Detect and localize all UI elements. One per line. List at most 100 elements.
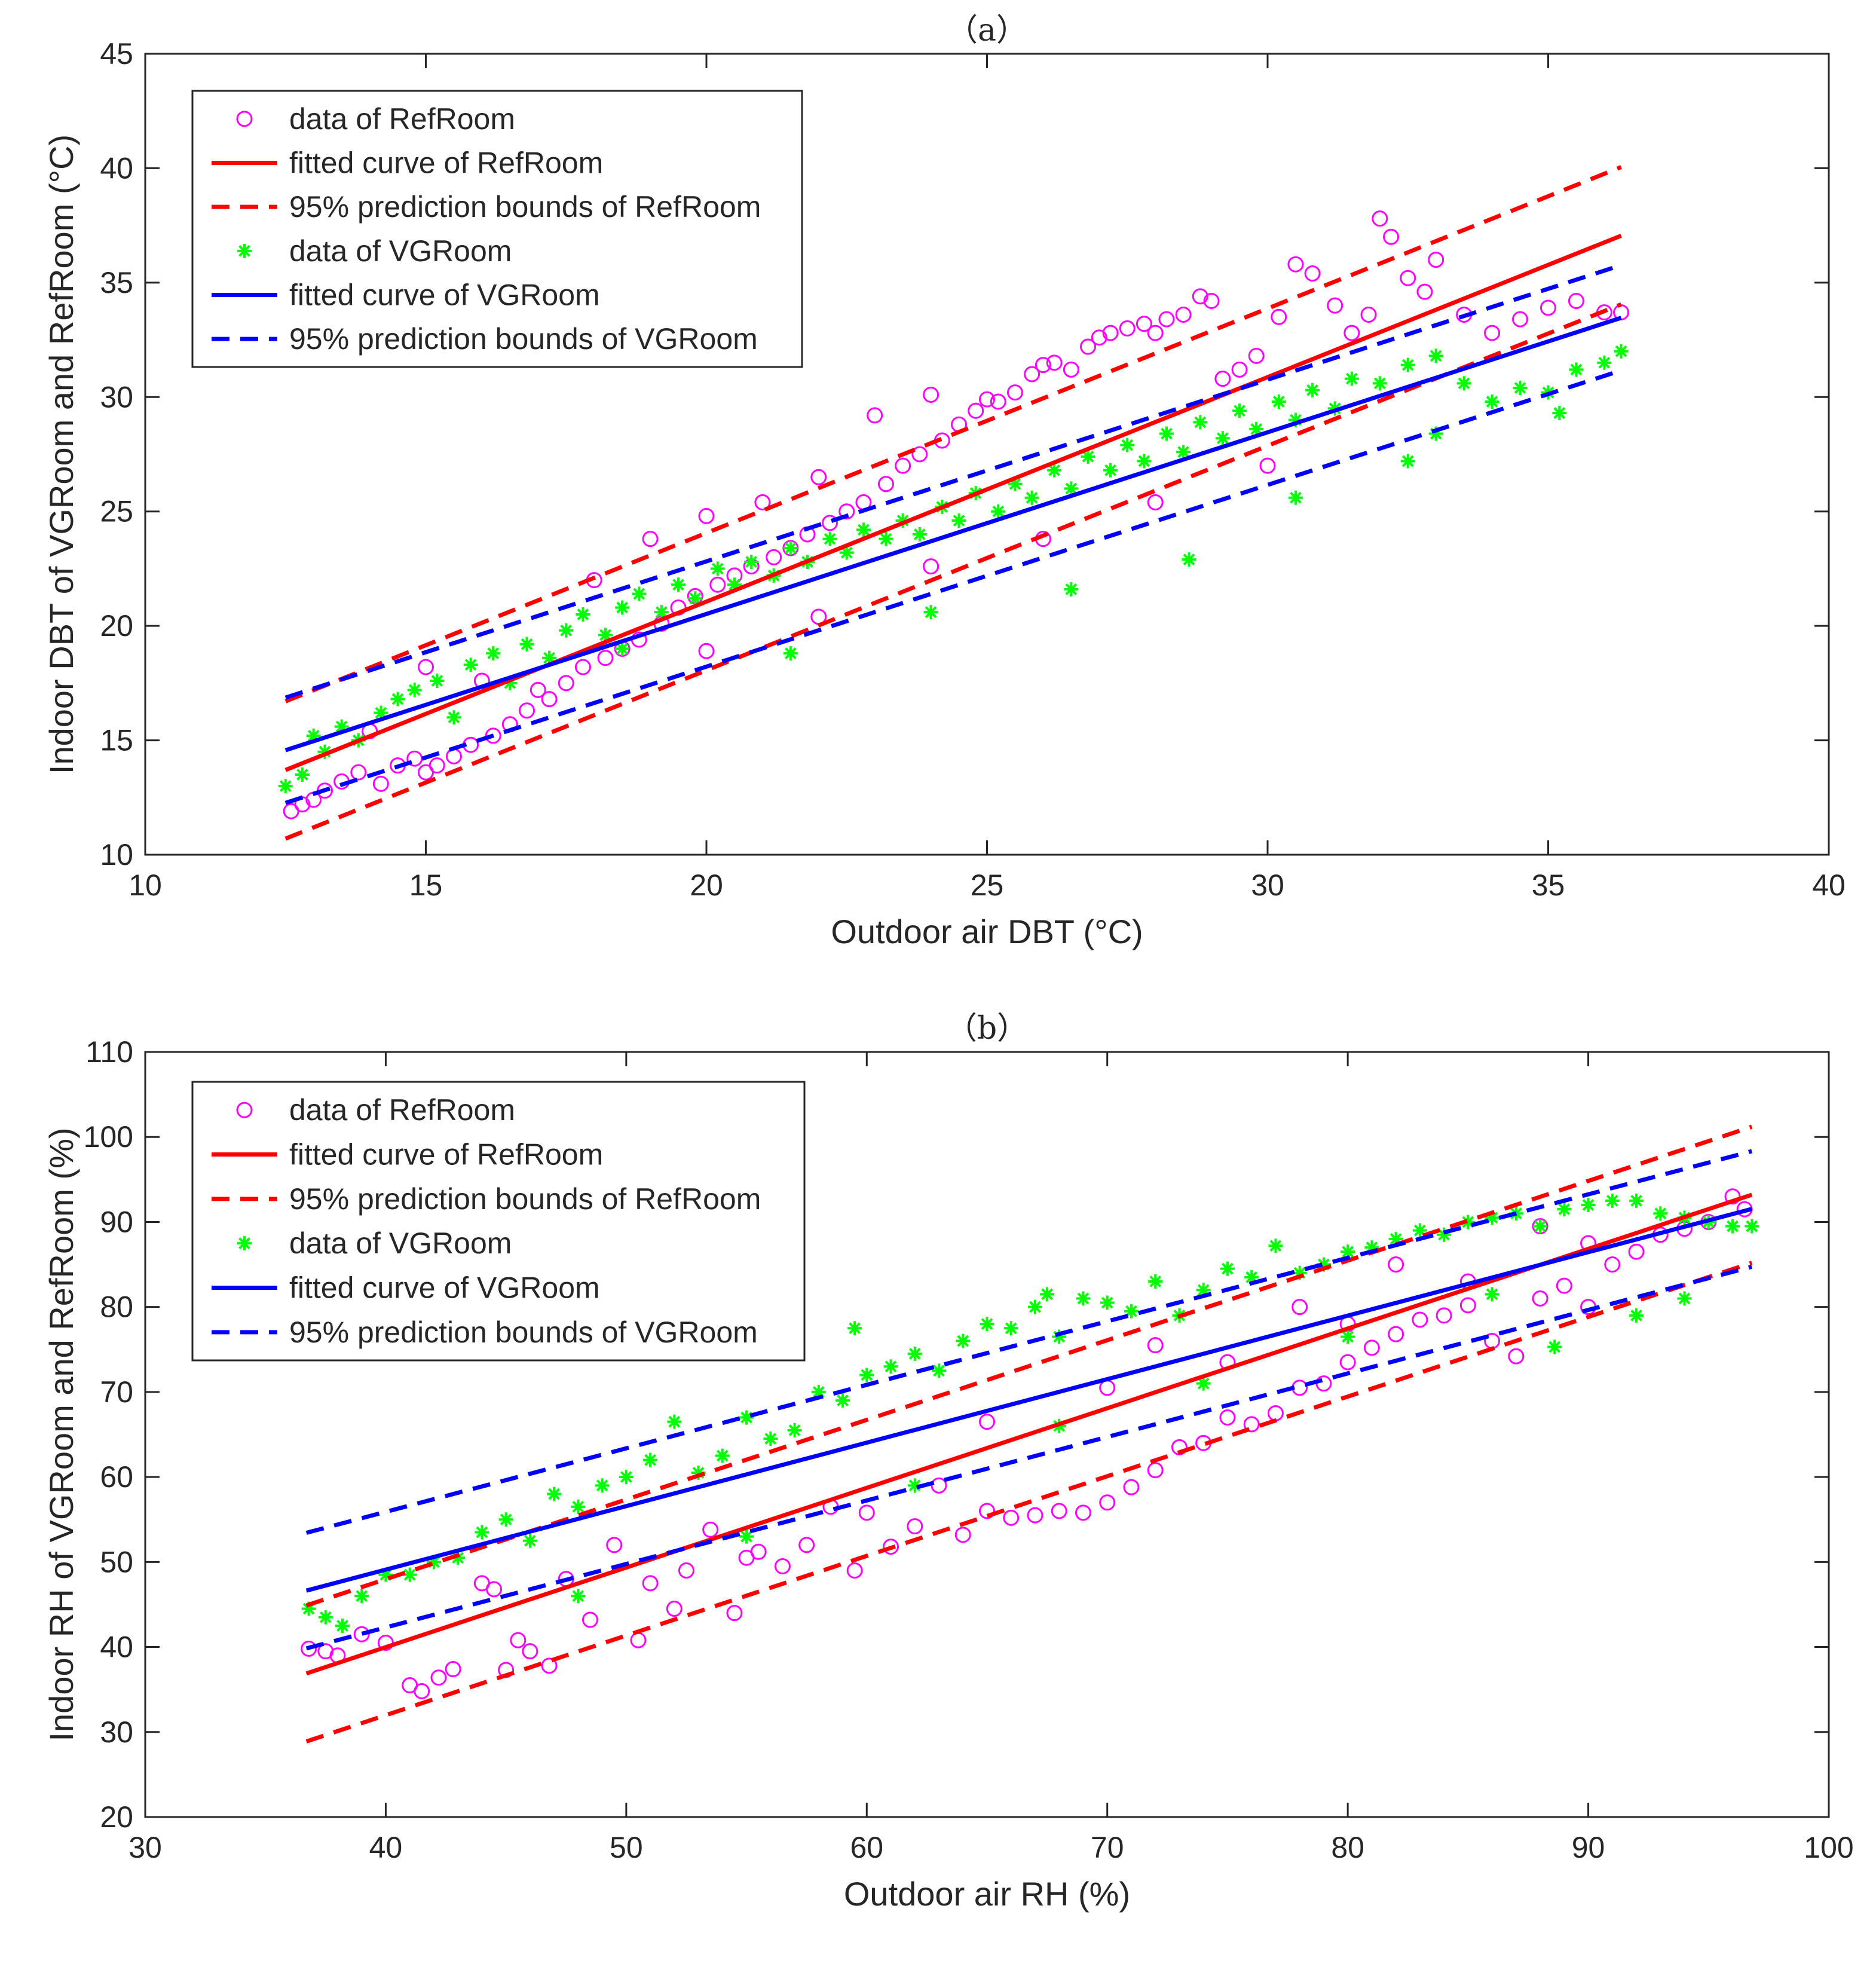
vgroom-data-point: [595, 1478, 610, 1493]
x-tick-label: 25: [971, 868, 1004, 902]
vgroom-data-point: [378, 1567, 393, 1582]
y-tick-label: 50: [100, 1545, 133, 1579]
vgroom-data-point: [1137, 454, 1152, 469]
y-tick-label: 10: [100, 838, 133, 871]
vgroom-data-point: [1292, 1265, 1307, 1280]
y-tick-label: 30: [100, 380, 133, 414]
legend-entry-label: 95% prediction bounds of VGRoom: [289, 322, 758, 356]
legend-entry-label: 95% prediction bounds of RefRoom: [289, 190, 761, 224]
vgroom-data-point: [1064, 582, 1079, 597]
x-tick-label: 35: [1532, 868, 1565, 902]
refroom-data-point: [911, 446, 928, 463]
vgroom-data-point: [1400, 357, 1415, 372]
vgroom-data-point: [402, 1567, 417, 1582]
refroom-data-point: [541, 1657, 558, 1674]
refroom-data-point: [1604, 1256, 1621, 1273]
vgroom-data-point: [1271, 394, 1286, 409]
refroom-data-point: [1428, 252, 1445, 268]
vgroom-data-point: [390, 692, 405, 706]
vgroom-data-point: [1400, 454, 1415, 469]
vgroom-data-point: [1372, 376, 1387, 391]
refroom-data-point: [1327, 297, 1344, 314]
refroom-data-point: [1259, 457, 1276, 474]
refroom-data-point: [1136, 316, 1152, 332]
vgroom-fitted-curve: [305, 1207, 1753, 1593]
panel-subtitle: （a）: [947, 13, 1027, 48]
refroom-data-point: [1123, 1479, 1140, 1495]
refroom-data-point: [766, 549, 782, 565]
vgroom-data-point: [1196, 1283, 1211, 1298]
refroom-data-point: [430, 1669, 447, 1686]
refroom-data-point: [838, 503, 855, 520]
refroom-data-point: [1243, 1416, 1260, 1433]
vgroom-data-point: [822, 531, 837, 546]
vgroom-data-point: [956, 1333, 971, 1348]
refroom-data-point: [931, 1477, 947, 1494]
refroom-data-point: [414, 1683, 430, 1700]
x-tick-label: 60: [850, 1831, 883, 1864]
refroom-lower-prediction-bound: [284, 302, 1622, 841]
vgroom-data-point: [1614, 344, 1629, 359]
refroom-lower-prediction-bound: [305, 1261, 1753, 1744]
refroom-data-point: [1412, 1311, 1428, 1328]
vgroom-data-point: [1552, 406, 1567, 421]
x-tick-label: 40: [369, 1831, 403, 1864]
refroom-data-point: [1459, 1297, 1476, 1314]
vgroom-data-point: [1725, 1219, 1740, 1234]
refroom-data-point: [1214, 371, 1231, 387]
vgroom-data-point: [306, 728, 321, 743]
refroom-data-point: [979, 1414, 995, 1430]
refroom-data-point: [883, 1538, 899, 1555]
y-tick-label: 80: [100, 1290, 133, 1324]
vgroom-data-point: [1268, 1238, 1283, 1253]
vgroom-data-point: [615, 600, 630, 615]
vgroom-data-point: [1182, 552, 1196, 567]
vgroom-fitted-curve: [284, 316, 1622, 753]
y-tick-label: 35: [100, 266, 133, 299]
vgroom-data-point: [1316, 1257, 1331, 1272]
vgroom-data-point: [295, 767, 310, 782]
vgroom-data-point: [1288, 490, 1303, 505]
refroom-data-point: [846, 1562, 863, 1579]
refroom-data-point: [1416, 283, 1433, 300]
y-tick-label: 40: [100, 1631, 133, 1664]
refroom-data-point: [1006, 384, 1023, 401]
y-tick-label: 20: [100, 1800, 133, 1834]
vgroom-data-point: [522, 1533, 537, 1548]
panel-subtitle: （b）: [946, 1011, 1028, 1047]
vgroom-data-point: [787, 1423, 802, 1437]
y-tick-label: 110: [85, 1035, 133, 1069]
refroom-data-point: [642, 1575, 659, 1592]
refroom-upper-prediction-bound: [284, 165, 1622, 703]
vgroom-data-point: [907, 1478, 922, 1493]
vgroom-data-point: [278, 779, 293, 794]
vgroom-data-point: [615, 641, 630, 656]
refroom-data-point: [1512, 311, 1529, 328]
vgroom-data-point: [1557, 1202, 1572, 1217]
vgroom-data-point: [1027, 1299, 1042, 1314]
vgroom-data-point: [883, 1359, 898, 1374]
refroom-data-point: [750, 1543, 767, 1560]
y-tick-label: 45: [100, 37, 133, 71]
x-tick-label: 10: [128, 868, 162, 902]
legend-entry-label: fitted curve of RefRoom: [289, 1138, 603, 1172]
refroom-data-point: [1080, 338, 1097, 355]
vgroom-data-point: [691, 1466, 706, 1480]
legend-box: [191, 1081, 806, 1362]
refroom-data-point: [698, 507, 715, 524]
vgroom-data-point: [1485, 1210, 1499, 1225]
refroom-data-point: [541, 691, 558, 708]
vgroom-data-point: [301, 1601, 316, 1616]
vgroom-data-point: [318, 1610, 333, 1625]
vgroom-data-point: [354, 1589, 369, 1604]
refroom-data-point: [1063, 361, 1079, 378]
refroom-data-point: [429, 757, 445, 774]
vgroom-data-point: [451, 1550, 466, 1565]
vgroom-data-point: [1305, 383, 1320, 397]
vgroom-data-point: [559, 623, 574, 638]
refroom-data-point: [1024, 366, 1040, 383]
y-tick-label: 30: [100, 1715, 133, 1749]
vgroom-data-point: [1547, 1339, 1562, 1354]
vgroom-data-point: [1047, 463, 1062, 478]
vgroom-data-point: [1064, 481, 1079, 496]
